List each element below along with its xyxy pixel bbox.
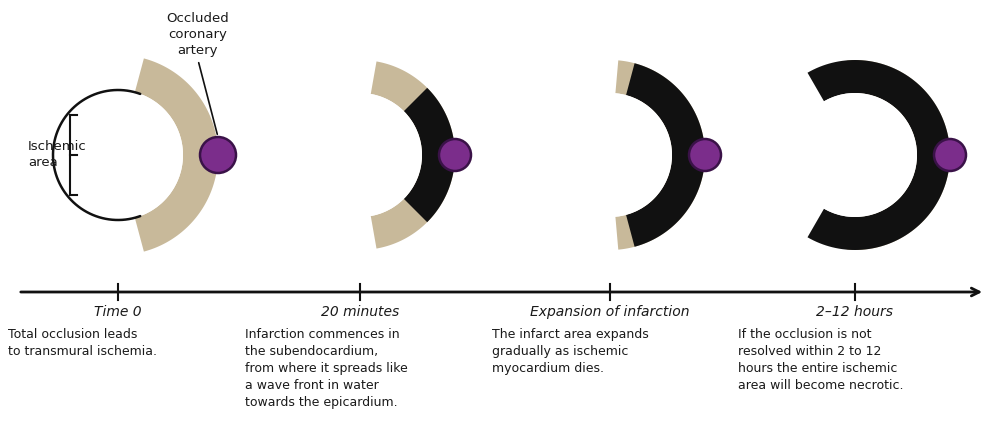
Polygon shape	[371, 62, 455, 249]
Circle shape	[298, 93, 422, 217]
Text: Total occlusion leads
to transmural ischemia.: Total occlusion leads to transmural isch…	[8, 328, 157, 358]
Circle shape	[439, 139, 471, 171]
Circle shape	[200, 137, 236, 173]
Text: 20 minutes: 20 minutes	[321, 305, 399, 319]
Polygon shape	[615, 60, 705, 250]
Circle shape	[934, 139, 966, 171]
Text: 2–12 hours: 2–12 hours	[816, 305, 894, 319]
Circle shape	[53, 90, 183, 220]
Circle shape	[265, 60, 455, 250]
Text: The infarct area expands
gradually as ischemic
myocardium dies.: The infarct area expands gradually as is…	[492, 328, 649, 375]
Text: Occluded
coronary
artery: Occluded coronary artery	[167, 12, 229, 57]
Polygon shape	[847, 60, 950, 250]
Circle shape	[793, 93, 917, 217]
Circle shape	[760, 60, 950, 250]
Polygon shape	[808, 60, 950, 250]
Text: Infarction commences in
the subendocardium,
from where it spreads like
a wave fr: Infarction commences in the subendocardi…	[245, 328, 408, 409]
Polygon shape	[626, 63, 705, 247]
Polygon shape	[135, 58, 218, 252]
Text: Ischemic
area: Ischemic area	[28, 141, 87, 170]
Polygon shape	[404, 88, 455, 222]
Circle shape	[689, 139, 721, 171]
Circle shape	[18, 55, 218, 255]
Text: Expansion of infarction: Expansion of infarction	[530, 305, 690, 319]
Circle shape	[515, 60, 705, 250]
Text: If the occlusion is not
resolved within 2 to 12
hours the entire ischemic
area w: If the occlusion is not resolved within …	[738, 328, 904, 392]
Circle shape	[548, 93, 672, 217]
Text: Time 0: Time 0	[94, 305, 142, 319]
